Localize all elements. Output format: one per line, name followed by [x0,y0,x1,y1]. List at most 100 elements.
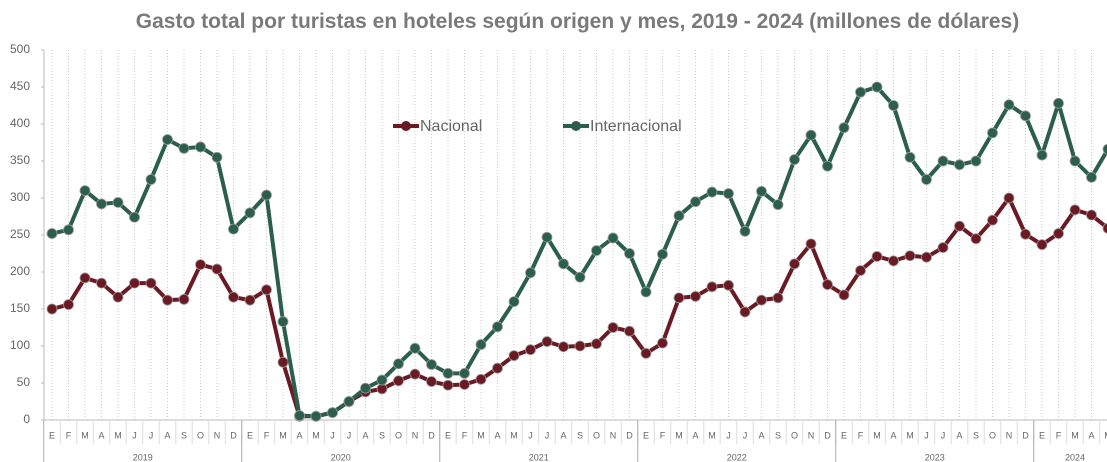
point [261,189,272,201]
point [1069,204,1081,216]
point [145,174,157,185]
point [360,382,371,394]
point [690,291,701,302]
x-tick-label: S [973,430,979,440]
legend-label: Internacional [590,118,682,135]
point [129,211,140,223]
point [525,267,536,279]
point [888,255,899,267]
point [789,258,800,270]
x-tick-label: A [1088,430,1094,440]
point [244,294,256,306]
y-tick-label: 300 [10,190,30,204]
x-tick-label: M [114,430,122,440]
point [145,277,157,289]
point [376,374,388,386]
point [657,248,668,260]
point [657,337,668,349]
x-tick-label: A [296,430,302,440]
x-tick-label: S [181,430,187,440]
y-tick-label: 350 [10,153,30,167]
point [162,134,173,145]
point [343,396,355,407]
point [1003,99,1015,111]
year-label: 2020 [331,452,351,462]
x-tick-label: S [775,430,781,440]
point [888,100,899,111]
point [1053,97,1064,109]
y-tick-label: 450 [10,79,30,93]
x-tick-label: N [214,430,221,440]
point [426,359,437,370]
point [838,122,850,134]
x-tick-label: E [49,430,55,440]
x-tick-label: M [675,430,683,440]
x-tick-label: J [132,430,137,440]
y-tick-label: 0 [23,412,30,426]
point [178,143,190,154]
point [739,306,751,318]
point [1086,209,1097,221]
point [79,185,91,197]
point [508,350,520,362]
point [129,277,140,289]
point [640,347,652,359]
y-tick-label: 150 [10,301,30,315]
point [1036,149,1048,161]
point [558,258,569,270]
point [987,214,998,226]
x-tick-label: O [791,430,798,440]
point [96,198,107,210]
point [442,367,454,379]
point [954,159,965,171]
point [904,151,916,163]
x-tick-label: J [743,430,748,440]
point [475,339,487,350]
point [739,225,751,237]
point [723,188,734,199]
point [459,367,470,379]
point [772,292,784,304]
point [277,316,289,327]
legend-marker [571,121,581,131]
point [1020,110,1031,122]
x-tick-label: M [906,430,914,440]
x-tick-label: E [247,430,253,440]
x-tick-label: J [528,430,533,440]
point [1003,192,1015,204]
point [558,341,569,353]
point [426,376,437,387]
point [63,299,74,310]
x-tick-label: M [1071,430,1079,440]
point [624,248,635,259]
x-tick-label: O [197,430,204,440]
x-tick-label: A [98,430,104,440]
x-tick-label: F [858,430,864,440]
point [409,342,421,354]
point [706,186,718,198]
point [195,259,206,271]
x-tick-label: J [149,430,154,440]
point [970,233,982,245]
x-tick-label: A [758,430,764,440]
point [541,336,553,347]
x-tick-label: D [626,430,633,440]
point [294,410,305,421]
point [1020,228,1031,240]
point [393,375,404,387]
x-tick-label: S [379,430,385,440]
x-tick-label: J [726,430,731,440]
point [79,272,91,284]
point [591,338,602,350]
point [805,238,817,250]
point [228,223,239,235]
x-tick-label: A [956,430,962,440]
x-tick-label: E [841,430,847,440]
x-tick-label: A [692,430,698,440]
point [178,293,190,305]
point [261,284,272,296]
point [756,185,767,197]
x-tick-label: J [330,430,335,440]
point [96,277,107,289]
